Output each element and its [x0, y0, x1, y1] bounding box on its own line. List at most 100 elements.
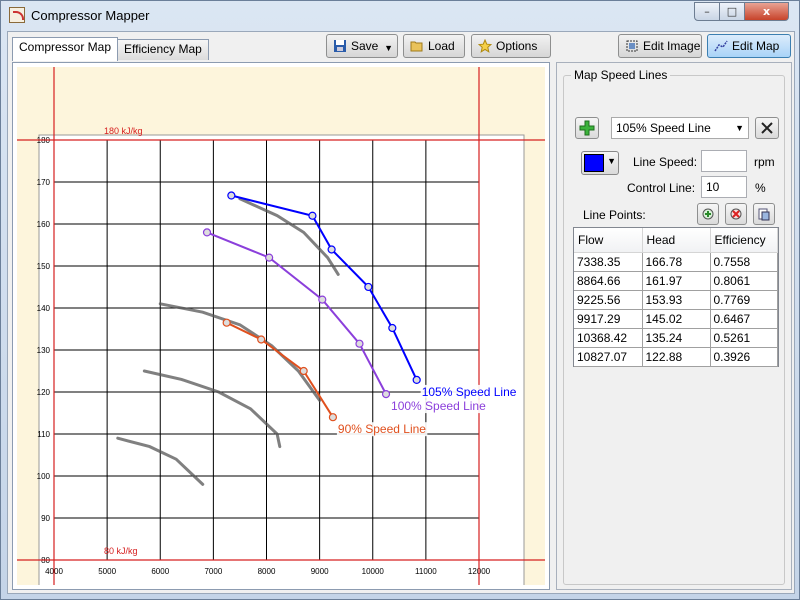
- y-tick-label: 120: [37, 388, 51, 397]
- speed-line-point: [265, 253, 274, 262]
- cell-efficiency[interactable]: 0.3926: [710, 347, 778, 367]
- speed-line-point: [328, 413, 338, 422]
- load-button[interactable]: Load: [403, 34, 465, 58]
- speed-lines-group: [563, 75, 785, 585]
- color-swatch: [584, 154, 604, 172]
- edit-map-button[interactable]: Edit Map: [707, 34, 791, 58]
- speed-line-label: 90% Speed Line: [338, 422, 426, 436]
- tab-compressor-map[interactable]: Compressor Map: [12, 37, 119, 61]
- speed-line-point: [222, 318, 231, 327]
- cell-flow[interactable]: 9225.56: [574, 290, 643, 310]
- column-header-flow[interactable]: Flow: [574, 228, 643, 253]
- close-window-button[interactable]: x: [744, 2, 789, 21]
- crop-image-icon: [626, 40, 638, 52]
- cell-efficiency[interactable]: 0.7769: [710, 290, 778, 310]
- minimize-button[interactable]: –: [694, 2, 720, 21]
- cell-head[interactable]: 122.88: [642, 347, 711, 367]
- speed-line-point: [202, 228, 212, 237]
- paste-points-button[interactable]: [753, 203, 775, 225]
- table-row[interactable]: 10827.07 122.88 0.3926: [574, 347, 778, 367]
- client-area: Compressor Map Efficiency Map Save ▼ Loa…: [7, 31, 795, 594]
- table-row[interactable]: 9917.29 145.02 0.6467: [574, 309, 778, 329]
- speed-line-path: [226, 321, 334, 418]
- x-tick-label: 9000: [311, 567, 329, 576]
- y-tick-label: 100: [37, 472, 51, 481]
- table-row[interactable]: 9225.56 153.93 0.7769: [574, 290, 778, 310]
- title-bar[interactable]: Compressor Mapper – □ x: [1, 1, 799, 31]
- map-pane: 4000500060007000800090001000011000120008…: [12, 62, 550, 590]
- line-points-grid[interactable]: Flow Head Efficiency 7338.35 166.78 0.75…: [573, 227, 779, 367]
- x-tick-label: 5000: [98, 567, 116, 576]
- x-tick-label: 6000: [151, 567, 169, 576]
- options-button[interactable]: Options: [471, 34, 551, 58]
- chart-paper: [38, 134, 525, 585]
- edit-image-button[interactable]: Edit Image: [618, 34, 702, 58]
- cell-head[interactable]: 145.02: [642, 309, 711, 329]
- delete-line-button[interactable]: [755, 117, 779, 139]
- cell-flow[interactable]: 9917.29: [574, 309, 643, 329]
- cell-flow[interactable]: 10827.07: [574, 347, 643, 367]
- compressor-map-canvas[interactable]: 4000500060007000800090001000011000120008…: [17, 67, 545, 585]
- table-row[interactable]: 10368.42 135.24 0.5261: [574, 328, 778, 348]
- cell-flow[interactable]: 10368.42: [574, 328, 643, 348]
- y-tick-label: 140: [37, 304, 51, 313]
- cell-head[interactable]: 161.97: [642, 271, 711, 291]
- y-tick-label: 130: [37, 346, 51, 355]
- options-label: Options: [496, 39, 538, 53]
- app-icon: [9, 7, 25, 23]
- folder-open-icon: [410, 41, 423, 52]
- speed-line-point: [388, 323, 397, 333]
- cell-efficiency[interactable]: 0.5261: [710, 328, 778, 348]
- chevron-down-icon: ▼: [384, 43, 393, 53]
- line-color-picker[interactable]: ▼: [581, 151, 619, 175]
- cell-head[interactable]: 135.24: [642, 328, 711, 348]
- save-button[interactable]: Save ▼: [326, 34, 398, 58]
- star-icon: [478, 39, 492, 53]
- add-line-button[interactable]: [575, 117, 599, 139]
- y-tick-label: 150: [37, 262, 51, 271]
- table-row[interactable]: 7338.35 166.78 0.7558: [574, 252, 778, 272]
- line-speed-input[interactable]: [701, 150, 747, 172]
- cell-efficiency[interactable]: 0.7558: [710, 252, 778, 272]
- speed-line-point: [327, 245, 336, 254]
- save-label: Save: [351, 39, 379, 53]
- speed-line-point: [299, 366, 308, 376]
- cell-efficiency[interactable]: 0.6467: [710, 309, 778, 329]
- cell-flow[interactable]: 8864.66: [574, 271, 643, 291]
- control-line-label: Control Line:: [627, 181, 696, 195]
- speed-line-point: [318, 295, 327, 304]
- y-tick-label: 110: [37, 430, 50, 439]
- cell-head[interactable]: 166.78: [642, 252, 711, 272]
- column-header-efficiency[interactable]: Efficiency: [710, 228, 778, 253]
- compressor-map-chart[interactable]: 4000500060007000800090001000011000120008…: [17, 67, 545, 585]
- speed-line-point: [257, 335, 266, 344]
- line-points-label: Line Points:: [583, 208, 646, 222]
- x-tick-label: 10000: [362, 567, 385, 576]
- column-header-head[interactable]: Head: [642, 228, 711, 253]
- remove-point-button[interactable]: [725, 203, 747, 225]
- speed-line-point: [412, 375, 421, 385]
- speed-line-select[interactable]: 105% Speed Line ▼: [611, 117, 749, 139]
- close-icon: [761, 122, 773, 134]
- y-tick-label: 170: [37, 178, 51, 187]
- add-point-button[interactable]: [697, 203, 719, 225]
- speed-line-point: [227, 191, 236, 200]
- speed-line-select-value: 105% Speed Line: [616, 121, 711, 135]
- speed-line-label: 100% Speed Line: [391, 399, 486, 413]
- table-row[interactable]: 8864.66 161.97 0.8061: [574, 271, 778, 291]
- background-speed-curve: [142, 369, 282, 449]
- speed-line-point: [355, 339, 364, 348]
- control-line-input[interactable]: 10: [701, 176, 747, 198]
- background-speed-curve: [158, 302, 322, 402]
- window-title: Compressor Mapper: [31, 8, 150, 23]
- cell-efficiency[interactable]: 0.8061: [710, 271, 778, 291]
- maximize-button[interactable]: □: [719, 2, 745, 21]
- remove-point-icon: [730, 208, 742, 220]
- x-tick-label: 7000: [204, 567, 222, 576]
- y-tick-label: 160: [37, 220, 51, 229]
- cell-head[interactable]: 153.93: [642, 290, 711, 310]
- tab-efficiency-map[interactable]: Efficiency Map: [117, 39, 209, 60]
- cell-flow[interactable]: 7338.35: [574, 252, 643, 272]
- x-tick-label: 11000: [415, 567, 437, 576]
